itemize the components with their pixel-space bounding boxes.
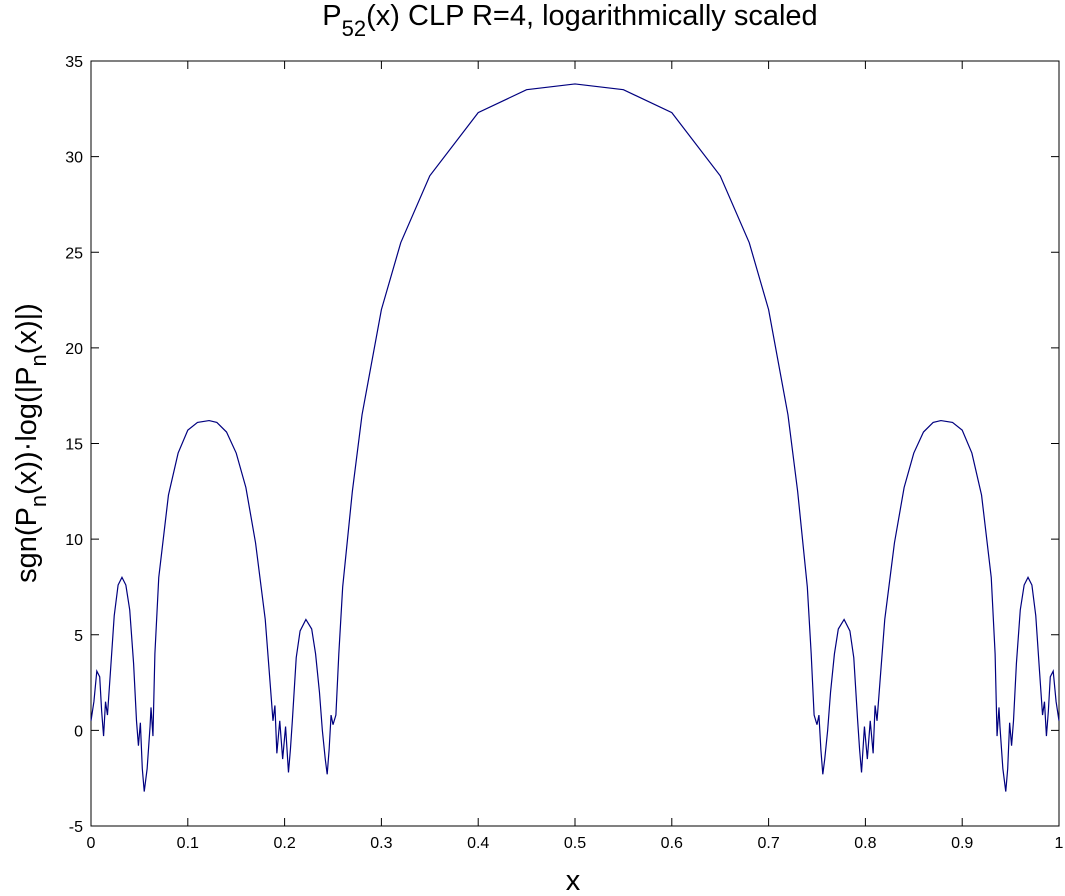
- x-tick-label: 0.8: [854, 835, 876, 852]
- title-part: P: [322, 0, 341, 32]
- x-tick-label: 0.6: [661, 835, 683, 852]
- label-subscript: n: [26, 495, 51, 507]
- data-line: [90, 83, 1060, 792]
- label-part: (x)|): [11, 303, 43, 354]
- x-tick-label: 0.1: [177, 835, 199, 852]
- y-tick-label: 25: [65, 245, 83, 262]
- y-tick-label: 0: [74, 723, 83, 740]
- x-tick-label: 0.4: [467, 835, 489, 852]
- x-tick-label: 1: [1055, 835, 1064, 852]
- label-part: sgn(P: [11, 507, 43, 583]
- x-tick-label: 0.9: [951, 835, 973, 852]
- y-tick-label: 20: [65, 341, 83, 358]
- y-tick-label: 5: [74, 628, 83, 645]
- y-axis-label: sgn(Pn(x))·log(|Pn(x)|): [11, 303, 51, 583]
- x-tick-label: 0.5: [564, 835, 586, 852]
- label-part: (x))·log(|P: [11, 366, 43, 494]
- title-part: (x) CLP R=4, logarithmically scaled: [366, 0, 818, 32]
- y-tick-label: -5: [69, 819, 83, 836]
- x-tick-label: 0.7: [757, 835, 779, 852]
- title-subscript: 52: [342, 16, 366, 41]
- y-tick-label: 30: [65, 150, 83, 167]
- label-subscript: n: [26, 354, 51, 366]
- y-tick-label: 35: [65, 54, 83, 71]
- x-tick-label: 0.2: [273, 835, 295, 852]
- axes-box: [90, 60, 1060, 827]
- chart-title: P52(x) CLP R=4, logarithmically scaled: [322, 0, 817, 41]
- x-tick-label: 0: [87, 835, 96, 852]
- x-tick-label: 0.3: [370, 835, 392, 852]
- y-tick-label: 10: [65, 532, 83, 549]
- x-axis-label: x: [566, 865, 581, 896]
- y-tick-label: 15: [65, 437, 83, 454]
